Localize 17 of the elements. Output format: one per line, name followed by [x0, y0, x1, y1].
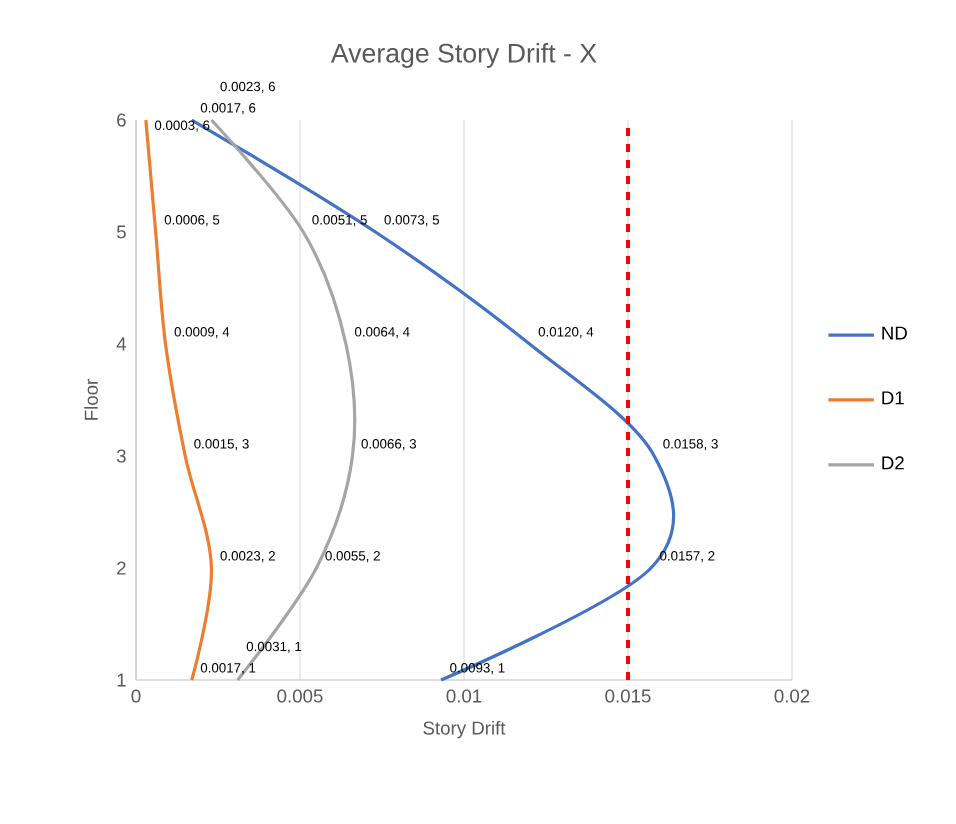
legend-label: D2 [882, 456, 904, 470]
x-tick-label: 0.005 [277, 689, 323, 703]
x-tick-label: 0.02 [774, 689, 810, 703]
x-tick-label: 0.01 [446, 689, 482, 703]
y-tick-label: 3 [116, 449, 126, 463]
chart-title: Average Story Drift - X [330, 43, 597, 68]
y-tick-label: 2 [117, 561, 126, 575]
y-axis-title: Floor [84, 379, 98, 420]
y-tick-label: 5 [116, 225, 126, 239]
y-tick-label: 6 [117, 113, 126, 127]
x-tick-label: 0.015 [605, 689, 651, 703]
legend-label: ND [882, 326, 907, 340]
legend-label: D1 [882, 391, 904, 405]
y-tick-label: 4 [116, 337, 127, 351]
x-axis-title: Story Drift [423, 720, 506, 739]
x-tick-label: 0 [131, 689, 141, 703]
y-tick-label: 1 [117, 673, 126, 687]
